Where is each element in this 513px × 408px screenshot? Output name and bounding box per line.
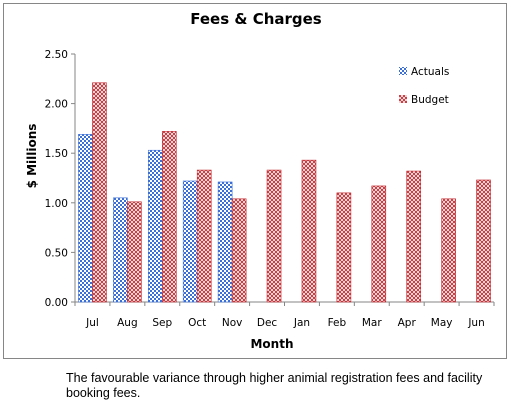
- y-axis: 0.00 0.50 1.00 1.50 2.00 2.50: [45, 49, 76, 309]
- bar-actuals-aug: [113, 197, 128, 303]
- y-tick-label: 2.50: [45, 49, 68, 61]
- bar-budget-jul: [92, 82, 107, 303]
- y-tick-label: 0.50: [45, 247, 68, 259]
- x-tick-label: Dec: [257, 317, 278, 329]
- legend-label-budget: Budget: [411, 94, 449, 106]
- legend-swatch-budget: [399, 95, 407, 103]
- x-axis-label: Month: [250, 337, 293, 351]
- bar-budget-aug: [127, 201, 142, 303]
- x-tick-label: Feb: [328, 317, 347, 329]
- y-tick-label: 1.00: [45, 198, 68, 210]
- bar-actuals-jul: [78, 134, 93, 303]
- chart-frame: Fees & Charges 0.00 0.50 1.00 1.50 2.00 2.50 …: [3, 3, 507, 359]
- bar-actuals-oct: [182, 180, 198, 303]
- x-tick-label: Sep: [152, 317, 172, 329]
- x-axis: Jul Aug Sep Oct Nov Dec Jan Feb Mar Apr May Jun: [74, 301, 495, 329]
- bar-budget-oct: [196, 169, 212, 303]
- y-tick-label: 1.50: [45, 148, 68, 160]
- bar-budget-may: [441, 198, 456, 303]
- legend: Actuals Budget: [399, 66, 449, 106]
- bar-actuals-sep: [147, 149, 163, 303]
- bar-budget-feb: [336, 192, 352, 303]
- bar-budget-nov: [231, 198, 247, 303]
- chart-title: Fees & Charges: [190, 10, 322, 28]
- x-tick-label: Jun: [467, 317, 484, 329]
- y-axis-label: $ Millions: [25, 124, 39, 189]
- legend-label-actuals: Actuals: [411, 66, 449, 78]
- bar-budget-sep: [161, 131, 177, 303]
- bar-budget-apr: [406, 170, 422, 303]
- x-tick-label: Oct: [188, 317, 206, 329]
- x-tick-label: Jan: [293, 317, 310, 329]
- y-tick-label: 0.00: [45, 297, 68, 309]
- x-tick-label: Apr: [398, 317, 417, 329]
- bar-actuals-nov: [217, 181, 233, 303]
- x-tick-label: Aug: [117, 317, 138, 329]
- bar-budget-mar: [371, 185, 387, 303]
- x-tick-label: Jul: [85, 317, 99, 329]
- bars: [78, 82, 491, 303]
- y-tick-label: 2.00: [45, 99, 68, 111]
- x-tick-label: May: [431, 317, 453, 329]
- bar-chart: Fees & Charges 0.000.501.001.502.002.50 …: [25, 10, 495, 351]
- x-tick-label: Nov: [222, 317, 243, 329]
- chart-caption: The favourable variance through higher a…: [66, 371, 483, 400]
- bar-budget-jun: [476, 179, 491, 303]
- bar-budget-dec: [266, 169, 282, 303]
- legend-swatch-actuals: [399, 67, 407, 75]
- x-tick-label: Mar: [362, 317, 382, 329]
- bar-budget-jan: [301, 159, 317, 303]
